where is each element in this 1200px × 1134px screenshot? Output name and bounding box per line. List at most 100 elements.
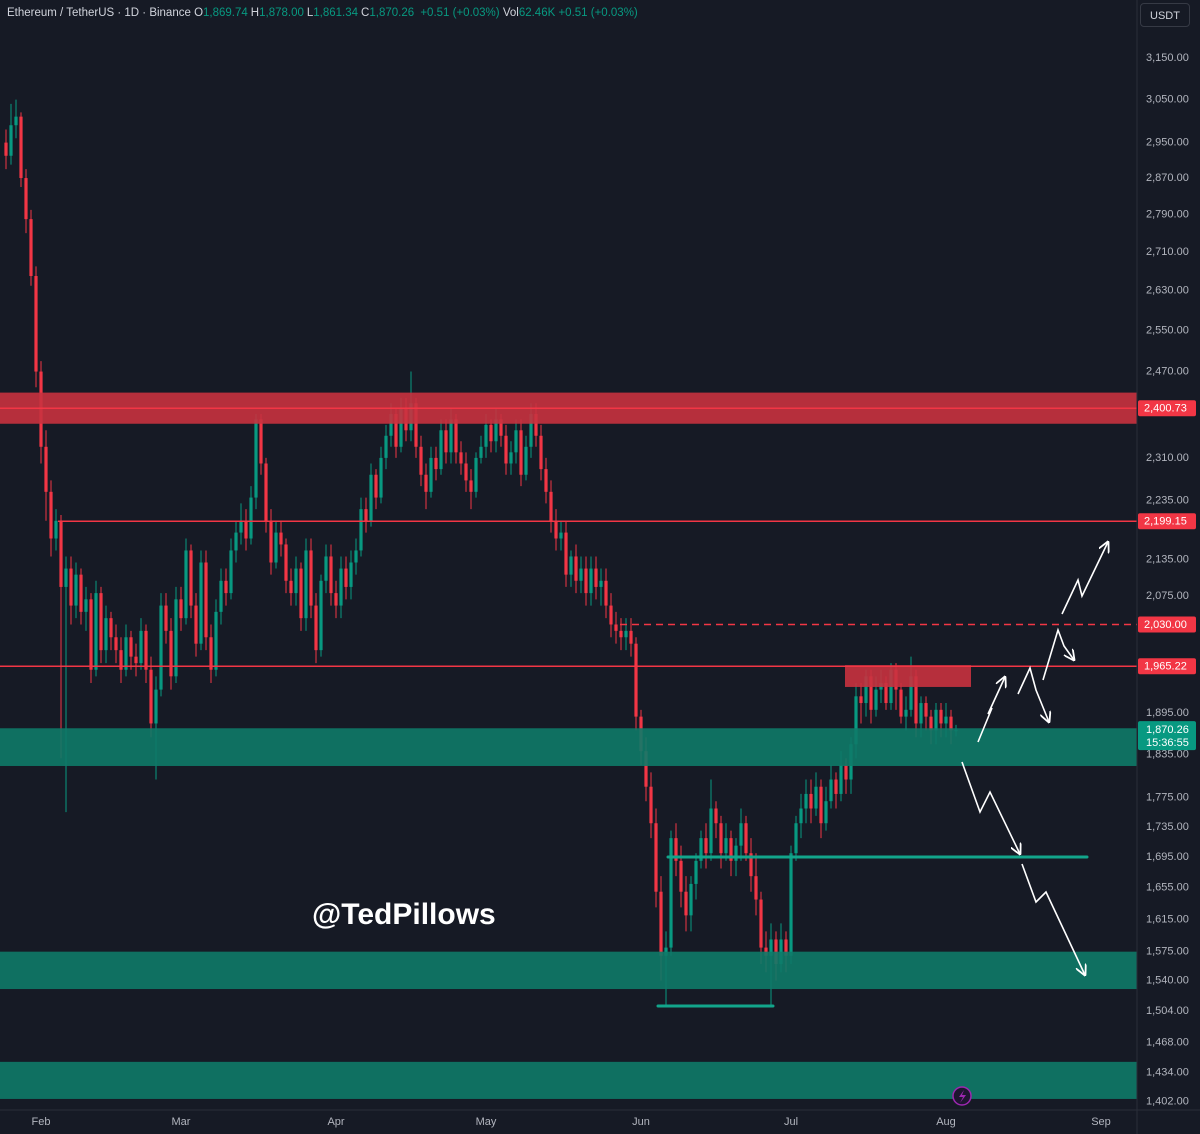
candle-body	[164, 605, 168, 631]
candle-body	[524, 446, 528, 475]
candle-body	[594, 568, 598, 587]
candle-body	[929, 716, 933, 731]
candle-body	[234, 532, 238, 551]
y-tick-label: 2,950.00	[1146, 137, 1189, 149]
candle-body	[84, 599, 88, 612]
y-tick-label: 2,550.00	[1146, 324, 1189, 336]
volume-change: +0.51 (+0.03%)	[558, 7, 638, 19]
candle-body	[334, 593, 338, 606]
candle-body	[864, 676, 868, 704]
candle-body	[319, 580, 323, 651]
candle-body	[704, 838, 708, 854]
candle-body	[79, 574, 83, 612]
y-tick-label: 1,895.00	[1146, 707, 1189, 719]
candle-body	[44, 446, 48, 492]
candle-body	[484, 424, 488, 447]
candle-body	[149, 669, 153, 724]
candle-body	[289, 580, 293, 594]
candle-body	[444, 430, 448, 453]
candle-body	[309, 550, 313, 606]
countdown: 15:36:55	[1146, 737, 1189, 749]
candle-body	[459, 452, 463, 464]
y-tick-label: 1,434.00	[1146, 1067, 1189, 1079]
zone	[0, 1061, 1137, 1099]
candle-body	[744, 823, 748, 854]
x-tick-label: Jun	[632, 1116, 650, 1128]
candle-body	[834, 779, 838, 794]
candle-body	[464, 463, 468, 481]
level-label: 2,199.15	[1144, 516, 1187, 528]
candle-body	[239, 520, 243, 533]
volume-key: Vol	[502, 7, 519, 19]
candle-body	[749, 853, 753, 877]
x-tick-label: Jul	[784, 1116, 798, 1128]
candle-body	[34, 276, 38, 372]
price-labels: 2,400.73 2,199.15 2,030.00 1,965.22 1,870.26…	[1138, 400, 1196, 751]
candle-body	[184, 550, 188, 619]
candle-body	[269, 520, 273, 563]
ohlc-key: L	[306, 7, 314, 19]
candle-body	[374, 474, 378, 498]
candle-body	[574, 556, 578, 581]
candle-body	[769, 939, 773, 956]
zone	[0, 951, 1137, 990]
candle-body	[674, 838, 678, 861]
candle-body	[619, 630, 623, 638]
candle-body	[519, 430, 523, 475]
candle-body	[844, 765, 848, 780]
candle-body	[9, 125, 13, 156]
candle-body	[134, 656, 138, 664]
arrow-down	[1021, 863, 1085, 975]
candle-body	[329, 556, 333, 594]
candle-body	[114, 637, 118, 651]
candle-body	[344, 568, 348, 587]
candle-body	[634, 643, 638, 717]
candle-body	[389, 414, 393, 436]
candle-body	[144, 630, 148, 670]
candle-body	[814, 786, 818, 809]
y-tick-label: 2,790.00	[1146, 208, 1189, 220]
candle-body	[279, 532, 283, 545]
candle-body	[904, 709, 908, 717]
candle-body	[69, 568, 73, 606]
candle-body	[304, 550, 308, 619]
zone	[0, 728, 1137, 766]
currency-button[interactable]: USDT	[1140, 3, 1190, 27]
candle-body	[414, 403, 418, 447]
volume-value: 62.46K	[518, 7, 556, 19]
ohlc-key: C	[361, 7, 370, 19]
candle-body	[354, 550, 358, 563]
candle-body	[249, 497, 253, 539]
candle-body	[369, 474, 373, 521]
candle-body	[649, 786, 653, 824]
candle-body	[359, 509, 363, 551]
candle-body	[599, 580, 603, 587]
change: +0.51 (+0.03%)	[420, 7, 500, 19]
candle-body	[214, 611, 218, 670]
candle-body	[489, 424, 493, 442]
candle-body	[579, 568, 583, 581]
candle-body	[119, 650, 123, 670]
candle-body	[899, 689, 903, 717]
candle-body	[799, 808, 803, 824]
candle-body	[839, 765, 843, 794]
candle-body	[59, 520, 63, 587]
candle-body	[724, 838, 728, 854]
x-tick-label: Mar	[172, 1116, 191, 1128]
candle-body	[104, 618, 108, 651]
drawings	[0, 392, 1137, 1099]
y-tick-label: 2,870.00	[1146, 172, 1189, 184]
arrow-up	[977, 677, 1005, 743]
candle-body	[159, 605, 163, 690]
candle-body	[694, 860, 698, 884]
ohlc-value: 1,861.34	[313, 7, 359, 19]
candle-body	[394, 414, 398, 447]
y-tick-label: 3,150.00	[1146, 52, 1189, 64]
candle-body	[259, 419, 263, 464]
candle-body	[49, 491, 53, 539]
arrow-down	[961, 761, 1020, 854]
candle-body	[549, 491, 553, 521]
candle-body	[474, 457, 478, 492]
projection-arrows	[961, 542, 1108, 975]
